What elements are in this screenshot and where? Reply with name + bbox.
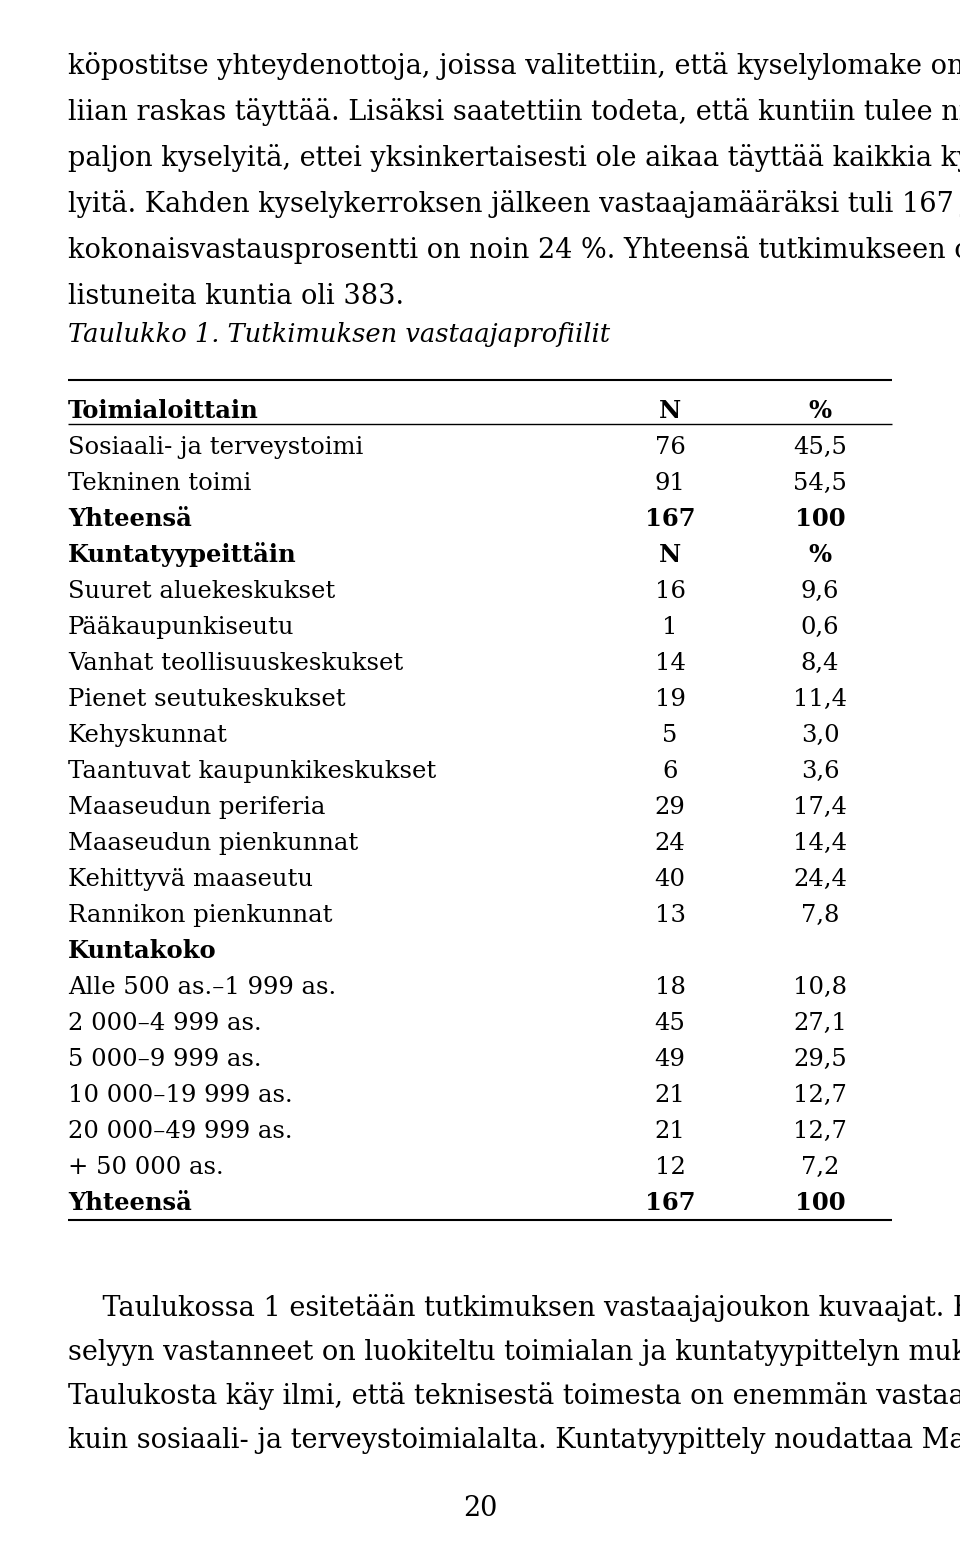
Text: 21: 21 xyxy=(655,1120,685,1144)
Text: N: N xyxy=(659,543,682,566)
Text: 21: 21 xyxy=(655,1085,685,1106)
Text: 0,6: 0,6 xyxy=(801,616,839,640)
Text: 18: 18 xyxy=(655,976,685,999)
Text: paljon kyselyitä, ettei yksinkertaisesti ole aikaa täyttää kaikkia kyse-: paljon kyselyitä, ettei yksinkertaisesti… xyxy=(68,145,960,173)
Text: 29,5: 29,5 xyxy=(793,1049,847,1071)
Text: lyitä. Kahden kyselykerroksen jälkeen vastaajamääräksi tuli 167 ja: lyitä. Kahden kyselykerroksen jälkeen va… xyxy=(68,190,960,218)
Text: 20 000–49 999 as.: 20 000–49 999 as. xyxy=(68,1120,293,1144)
Text: 19: 19 xyxy=(655,688,685,711)
Text: 49: 49 xyxy=(655,1049,685,1071)
Text: Sosiaali- ja terveystoimi: Sosiaali- ja terveystoimi xyxy=(68,436,363,459)
Text: 10,8: 10,8 xyxy=(793,976,847,999)
Text: 100: 100 xyxy=(795,507,846,531)
Text: 1: 1 xyxy=(662,616,678,640)
Text: Kuntatyypeittäin: Kuntatyypeittäin xyxy=(68,541,297,566)
Text: 10 000–19 999 as.: 10 000–19 999 as. xyxy=(68,1085,293,1106)
Text: 54,5: 54,5 xyxy=(793,471,847,495)
Text: Yhteensä: Yhteensä xyxy=(68,507,192,531)
Text: 27,1: 27,1 xyxy=(793,1011,847,1035)
Text: Toimialoittain: Toimialoittain xyxy=(68,398,259,423)
Text: 167: 167 xyxy=(645,1190,695,1215)
Text: Maaseudun pienkunnat: Maaseudun pienkunnat xyxy=(68,832,358,854)
Text: 45,5: 45,5 xyxy=(793,436,847,459)
Text: Kehyskunnat: Kehyskunnat xyxy=(68,724,228,747)
Text: 16: 16 xyxy=(655,580,685,604)
Text: 12,7: 12,7 xyxy=(793,1085,847,1106)
Text: 40: 40 xyxy=(655,868,685,892)
Text: 2 000–4 999 as.: 2 000–4 999 as. xyxy=(68,1011,262,1035)
Text: 3,6: 3,6 xyxy=(801,759,839,783)
Text: Tekninen toimi: Tekninen toimi xyxy=(68,471,252,495)
Text: 100: 100 xyxy=(795,1190,846,1215)
Text: Rannikon pienkunnat: Rannikon pienkunnat xyxy=(68,904,332,927)
Text: 7,2: 7,2 xyxy=(801,1156,839,1179)
Text: N: N xyxy=(659,398,682,423)
Text: Pääkaupunkiseutu: Pääkaupunkiseutu xyxy=(68,616,295,640)
Text: %: % xyxy=(808,398,831,423)
Text: kokonaisvastausprosentti on noin 24 %. Yhteensä tutkimukseen osal-: kokonaisvastausprosentti on noin 24 %. Y… xyxy=(68,237,960,265)
Text: Taulukko 1. Tutkimuksen vastaajaprofiilit: Taulukko 1. Tutkimuksen vastaajaprofiili… xyxy=(68,322,611,347)
Text: 12,7: 12,7 xyxy=(793,1120,847,1144)
Text: köpostitse yhteydenottoja, joissa valitettiin, että kyselylomake on: köpostitse yhteydenottoja, joissa valite… xyxy=(68,51,960,79)
Text: 24: 24 xyxy=(655,832,685,854)
Text: 17,4: 17,4 xyxy=(793,797,847,818)
Text: 20: 20 xyxy=(463,1495,497,1522)
Text: Alle 500 as.–1 999 as.: Alle 500 as.–1 999 as. xyxy=(68,976,336,999)
Text: + 50 000 as.: + 50 000 as. xyxy=(68,1156,224,1179)
Text: 45: 45 xyxy=(655,1011,685,1035)
Text: Kuntakoko: Kuntakoko xyxy=(68,938,217,963)
Text: Suuret aluekeskukset: Suuret aluekeskukset xyxy=(68,580,335,604)
Text: Taulukossa 1 esitetään tutkimuksen vastaajajoukon kuvaajat. Ky-: Taulukossa 1 esitetään tutkimuksen vasta… xyxy=(68,1295,960,1323)
Text: Taulukosta käy ilmi, että teknisestä toimesta on enemmän vastaajia: Taulukosta käy ilmi, että teknisestä toi… xyxy=(68,1382,960,1410)
Text: 24,4: 24,4 xyxy=(793,868,847,892)
Text: 6: 6 xyxy=(662,759,678,783)
Text: Taantuvat kaupunkikeskukset: Taantuvat kaupunkikeskukset xyxy=(68,759,436,783)
Text: Kehittyvä maaseutu: Kehittyvä maaseutu xyxy=(68,868,313,892)
Text: 7,8: 7,8 xyxy=(801,904,839,927)
Text: 167: 167 xyxy=(645,507,695,531)
Text: 5: 5 xyxy=(662,724,678,747)
Text: 3,0: 3,0 xyxy=(801,724,839,747)
Text: Vanhat teollisuuskeskukset: Vanhat teollisuuskeskukset xyxy=(68,652,403,675)
Text: kuin sosiaali- ja terveystoimialalta. Kuntatyypittely noudattaa Mar-: kuin sosiaali- ja terveystoimialalta. Ku… xyxy=(68,1427,960,1453)
Text: liian raskas täyttää. Lisäksi saatettiin todeta, että kuntiin tulee niin: liian raskas täyttää. Lisäksi saatettiin… xyxy=(68,98,960,126)
Text: 11,4: 11,4 xyxy=(793,688,847,711)
Text: 9,6: 9,6 xyxy=(801,580,839,604)
Text: 12: 12 xyxy=(655,1156,685,1179)
Text: Pienet seutukeskukset: Pienet seutukeskukset xyxy=(68,688,346,711)
Text: Yhteensä: Yhteensä xyxy=(68,1190,192,1215)
Text: listuneita kuntia oli 383.: listuneita kuntia oli 383. xyxy=(68,283,404,310)
Text: 29: 29 xyxy=(655,797,685,818)
Text: selyyn vastanneet on luokiteltu toimialan ja kuntatyypittelyn mukaan.: selyyn vastanneet on luokiteltu toimiala… xyxy=(68,1340,960,1366)
Text: 91: 91 xyxy=(655,471,685,495)
Text: 76: 76 xyxy=(655,436,685,459)
Text: %: % xyxy=(808,543,831,566)
Text: 13: 13 xyxy=(655,904,685,927)
Text: 5 000–9 999 as.: 5 000–9 999 as. xyxy=(68,1049,261,1071)
Text: 8,4: 8,4 xyxy=(801,652,839,675)
Text: 14: 14 xyxy=(655,652,685,675)
Text: Maaseudun periferia: Maaseudun periferia xyxy=(68,797,325,818)
Text: 14,4: 14,4 xyxy=(793,832,847,854)
